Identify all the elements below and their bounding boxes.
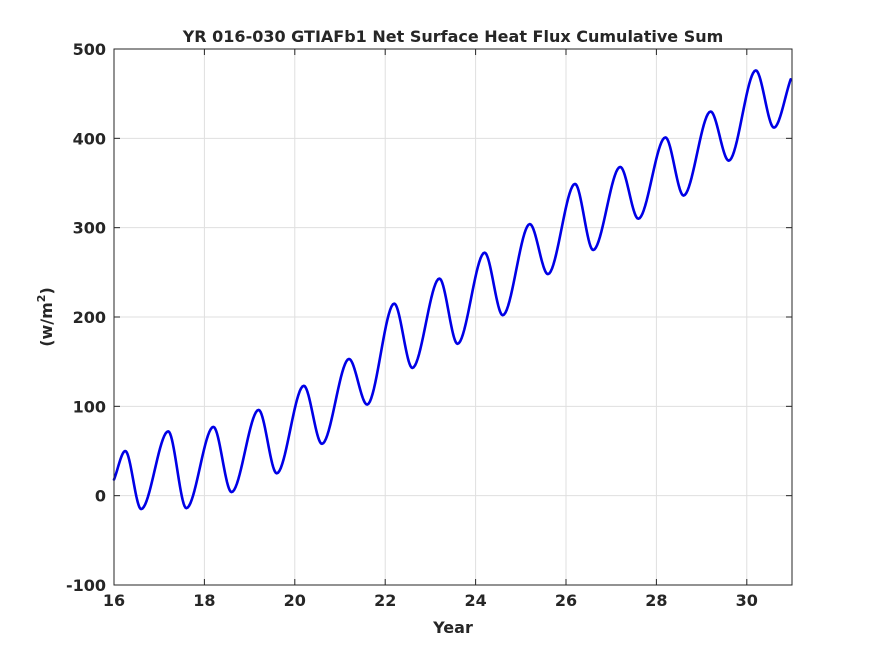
x-tick-label: 24: [464, 591, 486, 610]
x-tick-label: 16: [103, 591, 125, 610]
x-tick-label: 18: [193, 591, 215, 610]
y-tick-label: 100: [73, 397, 106, 416]
y-tick-label: 0: [95, 487, 106, 506]
x-tick-label: 30: [736, 591, 758, 610]
x-tick-label: 26: [555, 591, 577, 610]
y-tick-label: -100: [66, 576, 106, 595]
y-tick-label: 200: [73, 308, 106, 327]
x-axis-label: Year: [432, 618, 473, 637]
x-tick-label: 22: [374, 591, 396, 610]
y-tick-label: 400: [73, 129, 106, 148]
x-tick-label: 20: [284, 591, 306, 610]
tick-layer: 16 18 20 22 24 26 28 30 -100 0 100 200 300 400 500: [66, 40, 792, 610]
y-tick-label: 300: [73, 219, 106, 238]
y-axis-label-superscript: 2: [35, 295, 48, 303]
series-line: [112, 69, 792, 511]
y-axis-label-close: ): [37, 287, 56, 294]
x-tick-label: 28: [645, 591, 667, 610]
y-tick-label: 500: [73, 40, 106, 59]
chart-title: YR 016-030 GTIAFb1 Net Surface Heat Flux…: [182, 27, 724, 46]
y-axis-label-main: (w/m: [37, 302, 56, 347]
series-layer: [112, 69, 792, 511]
y-axis-label: (w/m2): [35, 287, 56, 347]
grid-lines: [113, 48, 792, 586]
